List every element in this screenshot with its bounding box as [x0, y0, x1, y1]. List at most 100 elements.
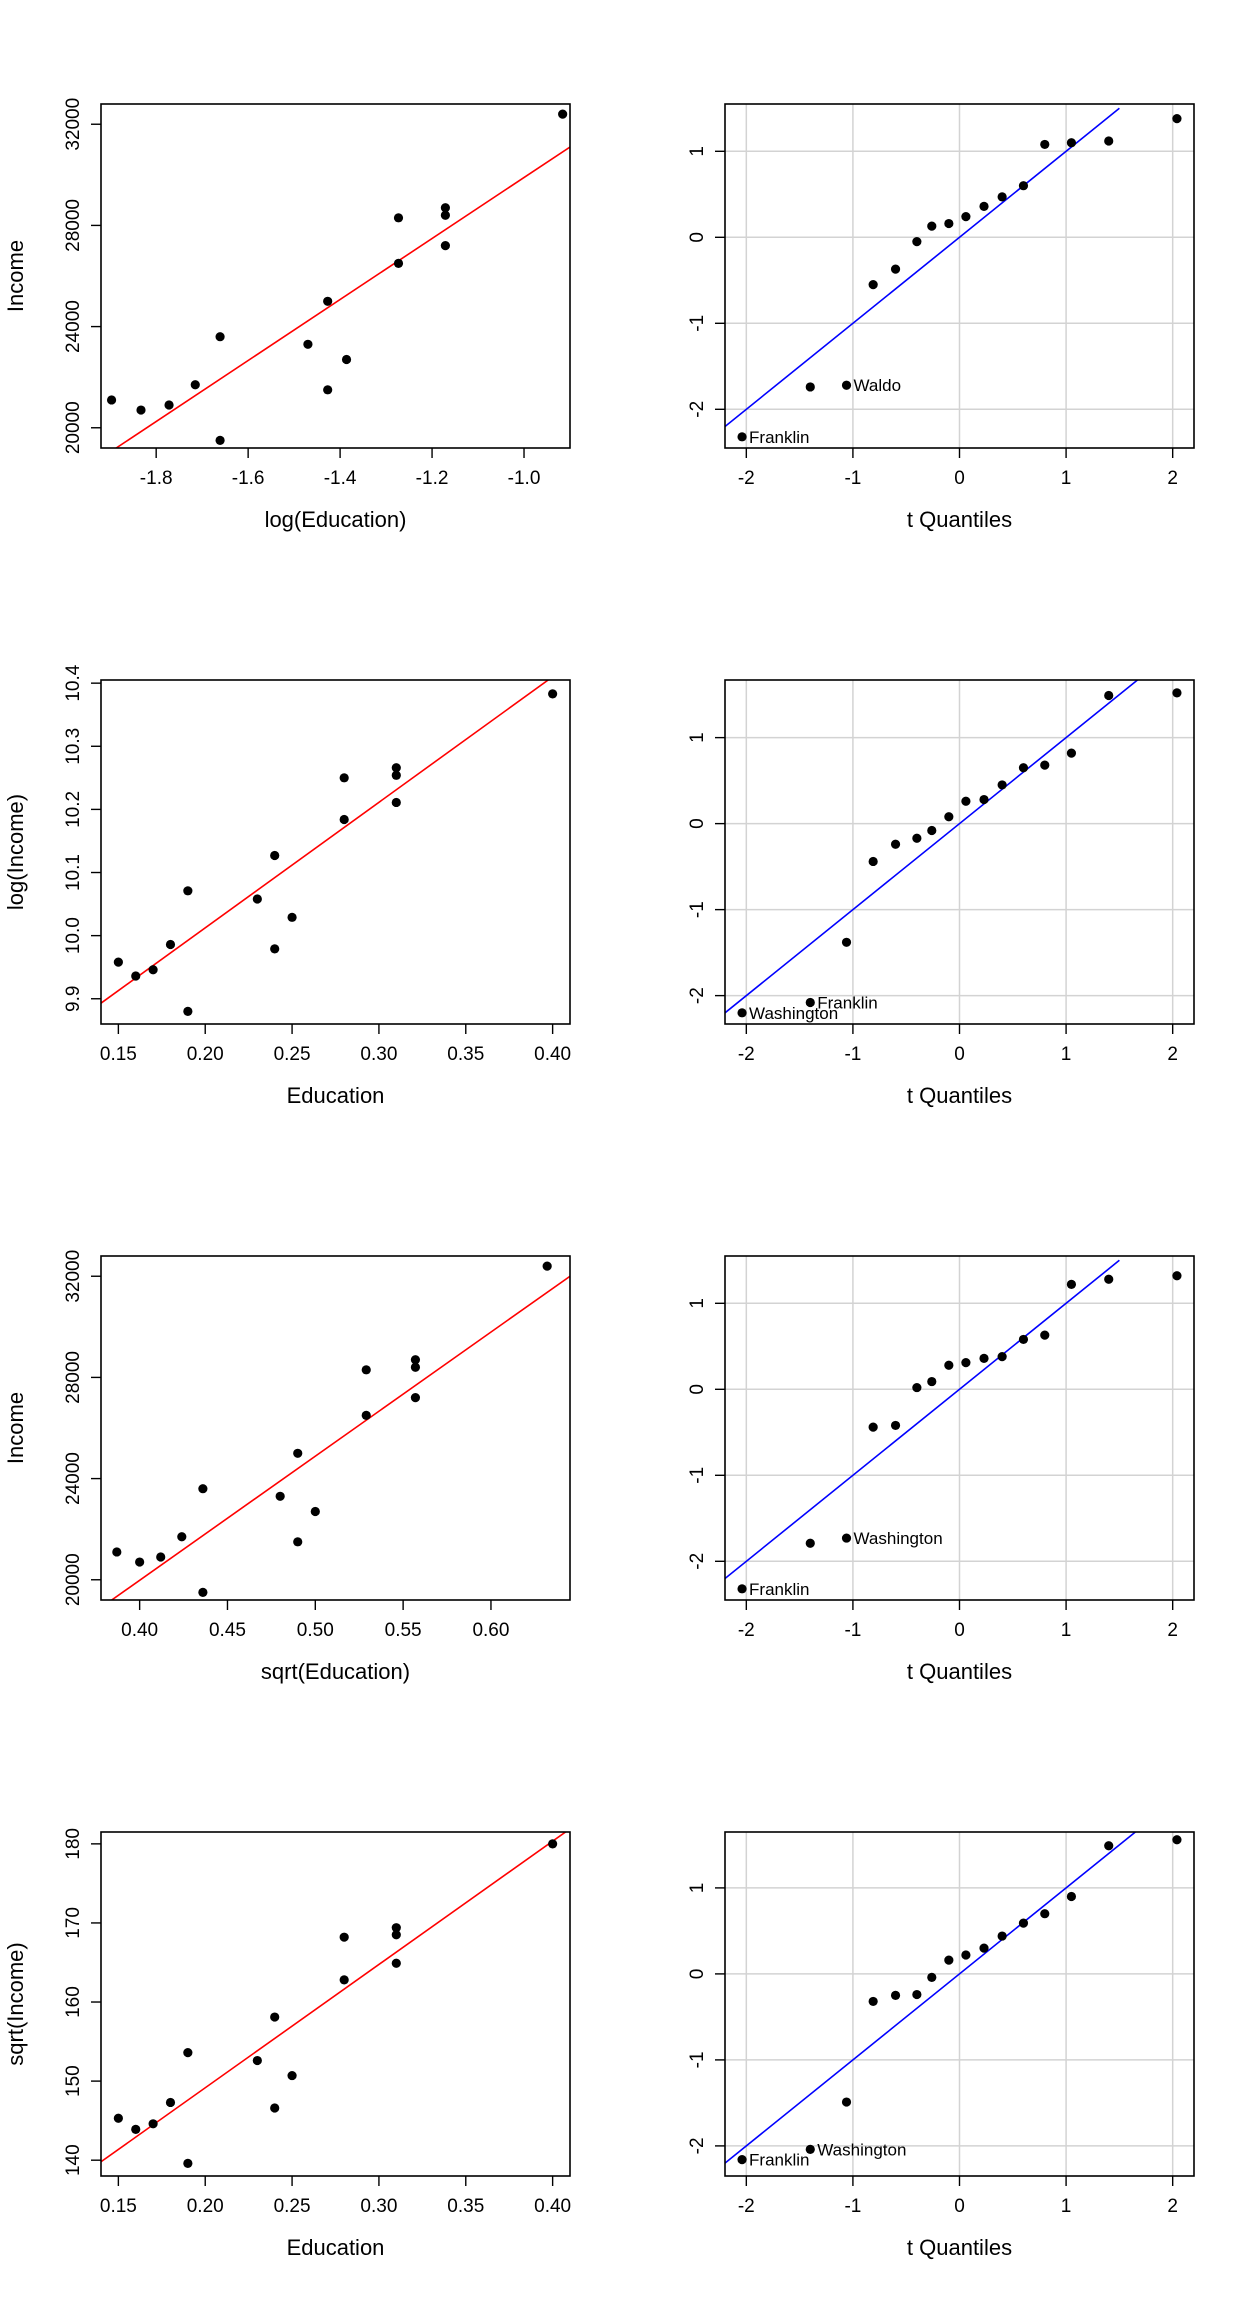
data-point [183, 886, 193, 896]
data-point [944, 812, 954, 822]
plot-frame [100, 103, 571, 449]
data-point [1018, 1918, 1029, 1928]
data-point [1040, 1909, 1050, 1919]
y-tick-label: 0 [687, 1384, 708, 1395]
x-tick-label: 0.25 [274, 1044, 311, 1065]
data-point [410, 1355, 421, 1365]
data-point [890, 264, 901, 274]
data-point [1104, 136, 1114, 146]
data-point [927, 1376, 937, 1387]
data-point [912, 833, 922, 843]
data-point [737, 432, 747, 442]
data-point [1172, 688, 1182, 698]
x-tick-label: 2 [1167, 1620, 1178, 1641]
data-point [944, 1955, 954, 1965]
data-point [961, 1358, 971, 1368]
data-point [177, 1532, 187, 1542]
data-point [106, 395, 117, 405]
x-tick-label: 0.45 [209, 1620, 246, 1641]
y-tick-label: -1 [687, 2051, 708, 2068]
data-point [113, 2113, 123, 2123]
data-point [190, 380, 200, 390]
data-point [183, 2158, 193, 2168]
fit-line [101, 1832, 567, 2163]
panel-row4-right: Franklin Washington -2 -1 0 1 2 -2 -1 0 1 t Quantil… [687, 1831, 1195, 2260]
y-tick-label: 10.3 [63, 728, 84, 765]
data-point [339, 1932, 349, 1942]
y-axis-label: Income [3, 240, 28, 312]
y-tick-label: -2 [687, 1553, 708, 1570]
data-point [270, 2103, 280, 2113]
data-point [440, 203, 450, 213]
data-point [1172, 1271, 1182, 1281]
y-tick-label: 20000 [63, 401, 84, 454]
data-point [391, 1923, 401, 1933]
data-point [912, 1382, 922, 1393]
x-tick-label: 0.20 [187, 1044, 224, 1065]
y-tick-label: 1 [687, 1298, 708, 1309]
data-point [805, 997, 815, 1008]
fit-line [110, 1275, 570, 1600]
data-point [737, 2155, 747, 2165]
data-point [323, 385, 333, 395]
y-tick-label: 10.4 [63, 664, 84, 701]
data-point [339, 1975, 349, 1985]
x-tick-label: 0.40 [534, 1044, 571, 1065]
data-point [287, 2070, 297, 2081]
point-label: Franklin [817, 994, 877, 1013]
x-tick-label: -1 [844, 468, 861, 489]
data-point [558, 109, 568, 119]
plot-frame [100, 1831, 571, 2177]
x-tick-label: 0.25 [274, 2196, 311, 2217]
y-axis-label: log(Income) [3, 794, 28, 910]
y-tick-label: 24000 [63, 300, 84, 353]
x-tick-label: 0 [954, 1044, 965, 1065]
fit-line [725, 680, 1139, 1014]
panel-row3-right: Franklin Washington -2 -1 0 1 2 -2 -1 0 1 t Quantil… [687, 1255, 1195, 1684]
x-tick-label: -2 [738, 2196, 755, 2217]
data-point [1066, 748, 1077, 758]
y-tick-label: 10.0 [63, 917, 84, 954]
data-point [156, 1552, 166, 1562]
y-tick-label: 180 [63, 1828, 84, 1860]
y-axis-label: sqrt(Income) [3, 1942, 28, 2065]
data-point [841, 380, 852, 390]
x-tick-label: -1.2 [416, 468, 449, 489]
data-point [961, 212, 971, 222]
data-point [287, 912, 297, 922]
fit-line [114, 146, 570, 448]
x-axis-label: sqrt(Education) [261, 1659, 410, 1684]
x-tick-label: 1 [1061, 1620, 1072, 1641]
y-tick-label: 170 [63, 1907, 84, 1939]
data-point [1172, 1835, 1182, 1845]
point-label: Franklin [749, 428, 809, 447]
point-label: Washington [817, 2140, 906, 2159]
data-point [737, 1008, 747, 1018]
x-tick-label: -1.6 [232, 468, 265, 489]
data-point [912, 1989, 922, 2000]
x-tick-label: 1 [1061, 2196, 1072, 2217]
data-point [361, 1410, 371, 1420]
x-tick-label: 0.35 [447, 1044, 484, 1065]
panel-row1-left: -1.8 -1.6 -1.4 -1.2 -1.0 20000 24000 28000 32000… [3, 98, 571, 532]
data-point [1066, 138, 1077, 148]
data-point [391, 1930, 401, 1940]
data-point [252, 894, 262, 904]
data-point [410, 1393, 421, 1403]
data-point [1066, 1891, 1077, 1902]
data-point [737, 1584, 747, 1594]
y-tick-label: 20000 [63, 1553, 84, 1606]
y-tick-label: -2 [687, 2137, 708, 2154]
x-tick-label: 0.30 [360, 1044, 397, 1065]
x-tick-label: -2 [738, 1620, 755, 1641]
data-point [303, 339, 313, 349]
data-point [841, 2097, 852, 2107]
data-point [198, 1484, 208, 1494]
data-point [548, 689, 558, 699]
data-point [393, 258, 404, 268]
data-point [165, 2097, 176, 2108]
data-point [997, 1352, 1007, 1362]
x-tick-label: 0.40 [534, 2196, 571, 2217]
x-tick-label: -1 [844, 2196, 861, 2217]
